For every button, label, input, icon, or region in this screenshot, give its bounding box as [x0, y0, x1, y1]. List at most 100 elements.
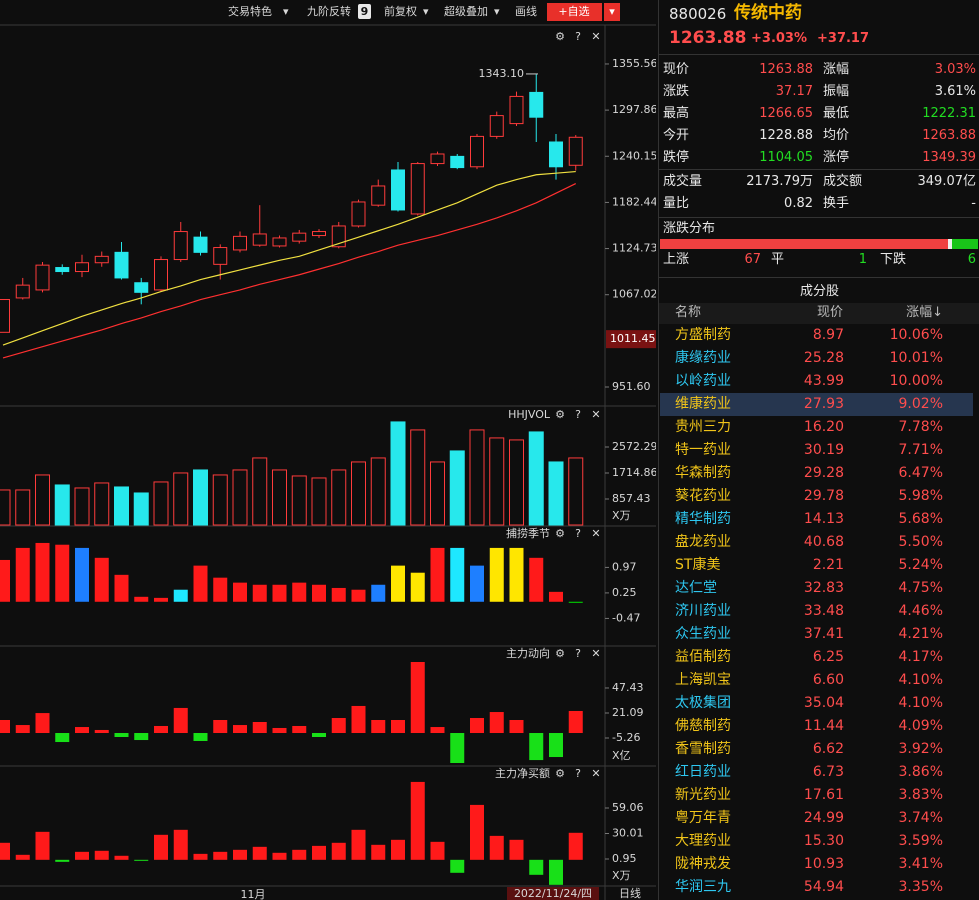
stock-price: 27.93	[803, 396, 844, 412]
column-header[interactable]: 现价	[816, 305, 843, 320]
stock-name[interactable]: 以岭药业	[675, 373, 731, 389]
stock-name[interactable]: 新光药业	[675, 787, 731, 803]
quote-value: 2173.79万	[746, 174, 813, 189]
stock-name[interactable]: 太极集团	[675, 695, 731, 711]
stock-price: 33.48	[803, 603, 844, 619]
indicator-bar	[568, 832, 583, 860]
indicator-bar	[193, 469, 208, 526]
stock-name[interactable]: 粤万年青	[675, 810, 731, 826]
close-icon[interactable]: ✕	[591, 30, 600, 43]
y-tick-label: 0.95	[612, 852, 637, 865]
stock-name[interactable]: ST康美	[675, 557, 721, 573]
indicator-bar	[568, 457, 584, 526]
indicator-bar	[213, 851, 228, 860]
indicator-bar	[509, 547, 524, 602]
help-icon[interactable]: ?	[575, 30, 581, 43]
panel-icon[interactable]: ⚙	[555, 647, 565, 660]
y-tick-label: 857.43	[612, 492, 651, 505]
y-tick-label: 1182.44	[612, 195, 656, 208]
panel-icon[interactable]: ⚙	[555, 408, 565, 421]
panel-icon[interactable]: ✕	[591, 527, 600, 540]
button-dropdown[interactable]	[604, 3, 620, 21]
indicator-bar	[450, 733, 465, 764]
quote-value: 1266.65	[759, 106, 813, 121]
indicator-bar	[35, 474, 50, 526]
toolbar-item[interactable]: 九阶反转	[307, 4, 351, 18]
period-label[interactable]: 日线	[619, 886, 641, 900]
stock-name[interactable]: 精华制药	[675, 511, 731, 527]
toolbar-item[interactable]: 前复权	[384, 4, 417, 18]
dropdown-arrow[interactable]: ▾	[283, 5, 289, 18]
panel-icon[interactable]: ?	[575, 647, 581, 660]
stock-name[interactable]: 香雪制药	[675, 741, 731, 757]
indicator-bar	[410, 429, 426, 526]
stock-change: 5.68%	[898, 511, 943, 527]
indicator-bar	[549, 591, 563, 602]
distribution-bar	[952, 239, 978, 249]
column-header[interactable]: 名称	[675, 305, 702, 320]
quote-value: 1228.88	[759, 128, 813, 143]
quote-label: 涨停	[823, 150, 850, 165]
stock-price: 10.93	[803, 856, 844, 872]
toolbar-item[interactable]: 画线	[515, 4, 537, 18]
indicator-bar	[430, 461, 445, 526]
panel-icon[interactable]: ?	[575, 408, 581, 421]
indicator-bar	[94, 729, 109, 734]
indicator-bar	[252, 457, 268, 526]
column-header[interactable]: 涨幅↓	[906, 305, 943, 320]
add-watchlist-button[interactable]: +自选	[558, 5, 589, 18]
indicator-bar	[233, 582, 247, 602]
panel-icon[interactable]: ⚙	[555, 767, 565, 780]
stock-name[interactable]: 特一药业	[675, 442, 731, 458]
panel-icon[interactable]: ⚙	[555, 527, 565, 540]
panel-icon[interactable]: ✕	[591, 408, 600, 421]
stock-name[interactable]: 众生药业	[675, 626, 731, 642]
indicator-bar	[391, 565, 405, 602]
dropdown-arrow[interactable]: ▾	[423, 5, 429, 18]
stock-name[interactable]: 葵花药业	[675, 488, 731, 504]
indicator-bar	[331, 469, 347, 526]
stock-name[interactable]: 佛慈制药	[675, 718, 731, 734]
toolbar-item[interactable]: 超级叠加	[444, 4, 488, 18]
stock-name[interactable]: 维康药业	[675, 396, 731, 412]
stock-name[interactable]: 华森制药	[675, 465, 731, 481]
stock-name[interactable]: 贵州三力	[675, 419, 731, 435]
stock-name[interactable]: 济川药业	[675, 603, 731, 619]
candle-body	[351, 201, 366, 227]
distribution-bar	[947, 239, 953, 249]
panel-icon[interactable]: ?	[575, 767, 581, 780]
button-bg[interactable]	[547, 3, 602, 21]
dropdown-arrow[interactable]: ▾	[609, 5, 615, 18]
quote-value: 3.61%	[934, 84, 976, 99]
stock-name[interactable]: 陇神戎发	[675, 856, 731, 872]
candle-body	[549, 141, 563, 168]
indicator-bar	[75, 547, 89, 602]
stock-name[interactable]: 华润三九	[675, 879, 731, 895]
cursor-price: 1011.45	[610, 332, 656, 345]
distribution-bar	[660, 239, 948, 249]
stock-name[interactable]: 上海凯宝	[675, 672, 731, 688]
stock-name[interactable]: 益佰制药	[675, 649, 731, 665]
stock-name[interactable]: 达仁堂	[675, 580, 717, 596]
stock-name[interactable]: 康缘药业	[675, 350, 731, 366]
stock-change: 9.02%	[898, 396, 943, 412]
panel-icon[interactable]: ?	[575, 527, 581, 540]
quote-label: 均价	[823, 128, 850, 143]
panel-title: 捕捞季节	[506, 526, 550, 540]
stock-name[interactable]: 方盛制药	[675, 327, 731, 343]
indicator-bar	[430, 727, 445, 734]
toolbar-item[interactable]: 交易特色	[228, 4, 272, 18]
stock-name[interactable]: 大理药业	[675, 833, 731, 849]
y-tick-label: 0.25	[612, 586, 637, 599]
candle-body	[233, 235, 247, 251]
stock-price: 6.62	[812, 741, 844, 757]
indicator-bar	[371, 844, 386, 860]
indicator-bar	[470, 565, 484, 602]
stock-name[interactable]: 红日药业	[675, 764, 731, 780]
stock-name[interactable]: 盘龙药业	[675, 534, 731, 550]
settings-icon[interactable]: ⚙	[555, 30, 565, 43]
indicator-bar	[272, 727, 287, 734]
dropdown-arrow[interactable]: ▾	[494, 5, 500, 18]
panel-icon[interactable]: ✕	[591, 767, 600, 780]
panel-icon[interactable]: ✕	[591, 647, 600, 660]
